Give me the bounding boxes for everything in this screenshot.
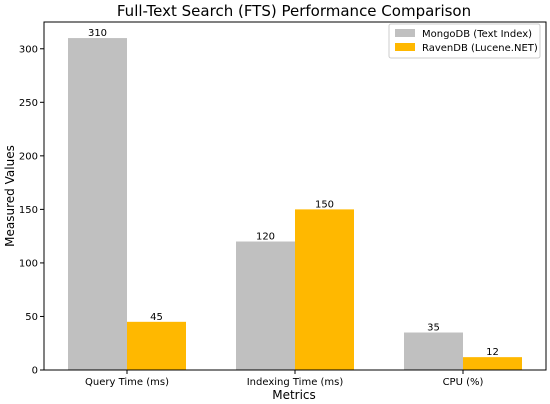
x-tick-label: Query Time (ms) [85, 377, 169, 388]
data-label: 12 [486, 347, 499, 358]
x-tick-label: Indexing Time (ms) [247, 377, 344, 388]
legend-frame [388, 23, 541, 59]
data-label: 35 [427, 323, 440, 334]
legend-swatch [395, 29, 415, 37]
y-tick-label: 200 [19, 151, 38, 162]
plot-frame [43, 21, 547, 371]
x-axis-label: Metrics [272, 388, 316, 402]
bar [463, 357, 522, 370]
data-label: 45 [150, 312, 163, 323]
y-tick-label: 300 [19, 44, 38, 55]
legend-swatch [395, 43, 415, 51]
x-tick-label: CPU (%) [443, 377, 484, 388]
bar [68, 38, 127, 371]
bar [127, 321, 186, 370]
y-tick-label: 150 [19, 205, 38, 216]
y-axis-label: Measured Values [3, 145, 17, 247]
y-tick-label: 50 [25, 312, 38, 323]
legend-label: RavenDB (Lucene.NET) [422, 43, 538, 54]
chart-title: Full-Text Search (FTS) Performance Compa… [117, 2, 471, 20]
data-label: 150 [315, 199, 334, 210]
data-label: 310 [88, 28, 107, 39]
y-tick-label: 100 [19, 258, 38, 269]
legend: MongoDB (Text Index) RavenDB (Lucene.NET) [388, 23, 541, 59]
y-tick-label: 250 [19, 98, 38, 109]
bar [295, 209, 354, 370]
legend-label: MongoDB (Text Index) [422, 29, 532, 40]
data-label: 120 [256, 232, 275, 243]
bar [404, 332, 463, 370]
bar [236, 241, 295, 370]
y-tick-label: 0 [32, 366, 38, 377]
plot-area: 0 50 100 150 200 250 300 310 45 Query Time (ms) 12… [19, 28, 522, 388]
